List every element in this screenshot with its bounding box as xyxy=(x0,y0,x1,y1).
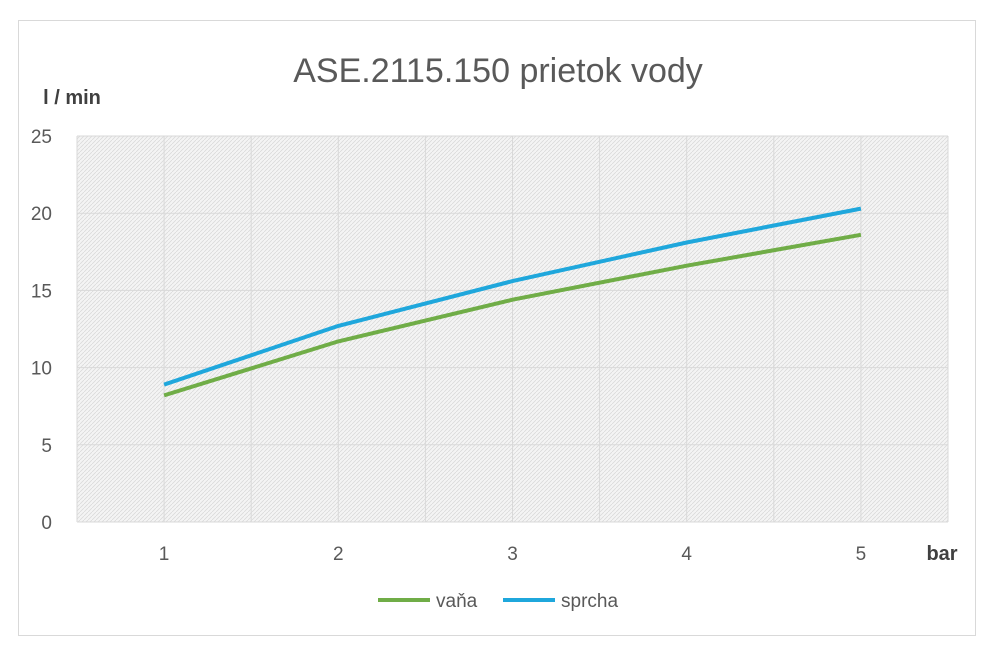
y-tick-label: 5 xyxy=(41,436,52,457)
x-axis-ticks: 1 2 3 4 5 xyxy=(159,544,866,565)
x-tick-label: 4 xyxy=(681,544,692,565)
legend-label-2: sprcha xyxy=(561,591,618,612)
series-layer xyxy=(163,206,862,398)
x-axis-label: bar xyxy=(926,543,957,565)
y-tick-label: 0 xyxy=(41,513,52,534)
series-line-2 xyxy=(163,206,862,387)
x-tick-label: 5 xyxy=(856,544,867,565)
y-axis-label: l / min xyxy=(43,87,101,109)
y-tick-label: 20 xyxy=(31,204,52,225)
x-tick-label: 2 xyxy=(333,544,344,565)
x-tick-label: 1 xyxy=(159,544,170,565)
x-tick-label: 3 xyxy=(507,544,518,565)
legend: vaňa sprcha xyxy=(378,591,618,612)
series-line-1 xyxy=(163,232,862,398)
y-tick-label: 10 xyxy=(31,359,52,380)
y-tick-label: 15 xyxy=(31,281,52,302)
chart-title: ASE.2115.150 prietok vody xyxy=(293,52,703,90)
legend-label-1: vaňa xyxy=(436,591,478,612)
vertical-gridlines xyxy=(76,136,949,522)
y-axis-ticks: 0 5 10 15 20 25 xyxy=(31,127,52,534)
y-tick-label: 25 xyxy=(31,127,52,148)
horizontal-gridlines xyxy=(77,135,948,523)
